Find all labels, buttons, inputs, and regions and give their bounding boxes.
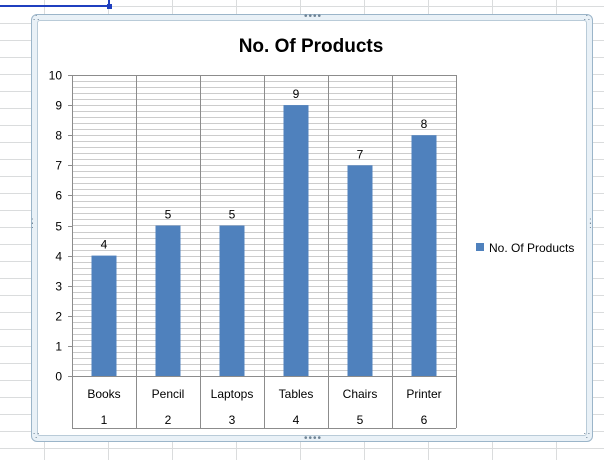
resize-handle-bottom-left[interactable]: ∵	[33, 431, 41, 442]
data-label: 7	[357, 147, 364, 161]
resize-handle-left[interactable]: ::	[31, 216, 35, 231]
selected-cell[interactable]	[0, 0, 112, 9]
y-tick-label: 10	[49, 69, 63, 83]
fill-handle[interactable]	[107, 4, 112, 9]
x-tick-label: Chairs	[343, 387, 378, 401]
y-tick-label: 4	[55, 250, 62, 264]
x-tick-label: Printer	[406, 387, 441, 401]
chart-area[interactable]	[37, 20, 587, 436]
data-label: 5	[165, 208, 172, 222]
data-label: 9	[293, 87, 300, 101]
x-tick-label: Books	[87, 387, 120, 401]
y-tick-label: 0	[55, 370, 62, 384]
bar[interactable]	[411, 135, 437, 376]
x-tick-label: Laptops	[211, 387, 254, 401]
y-tick-label: 7	[55, 159, 62, 173]
data-label: 8	[421, 117, 428, 131]
y-tick-label: 8	[55, 129, 62, 143]
resize-handle-top-left[interactable]: ∴	[33, 13, 41, 24]
y-tick-label: 2	[55, 310, 62, 324]
resize-handle-right[interactable]: ::	[589, 216, 593, 231]
chart-title: No. Of Products	[239, 36, 384, 57]
legend-swatch	[476, 243, 484, 251]
y-tick-label: 6	[55, 189, 62, 203]
category-number-label: 3	[229, 413, 236, 427]
data-label: 4	[101, 238, 108, 252]
x-tick-label: Pencil	[152, 387, 185, 401]
x-tick-label: Tables	[279, 387, 314, 401]
resize-handle-top[interactable]: ••••	[304, 11, 323, 22]
bar[interactable]	[219, 225, 245, 377]
bar[interactable]	[155, 225, 181, 377]
chart-frame[interactable]: •••• •••• :: :: ∴ ∴ ∵ ∵	[31, 11, 593, 444]
resize-handle-bottom-right[interactable]: ∵	[583, 431, 591, 442]
y-tick-label: 5	[55, 220, 62, 234]
plot-area-border	[72, 75, 457, 377]
resize-handle-top-right[interactable]: ∴	[583, 13, 591, 24]
category-number-label: 2	[165, 413, 172, 427]
bar[interactable]	[347, 165, 373, 376]
bar[interactable]	[91, 255, 117, 376]
category-number-label: 4	[293, 413, 300, 427]
bar[interactable]	[283, 105, 309, 376]
category-number-label: 1	[101, 413, 108, 427]
data-label: 5	[229, 208, 236, 222]
category-number-label: 5	[357, 413, 364, 427]
y-tick-label: 9	[55, 99, 62, 113]
resize-handle-bottom[interactable]: ••••	[304, 433, 323, 444]
y-tick-label: 1	[55, 340, 62, 354]
category-number-label: 6	[421, 413, 428, 427]
y-tick-label: 3	[55, 280, 62, 294]
legend-label: No. Of Products	[489, 241, 574, 255]
